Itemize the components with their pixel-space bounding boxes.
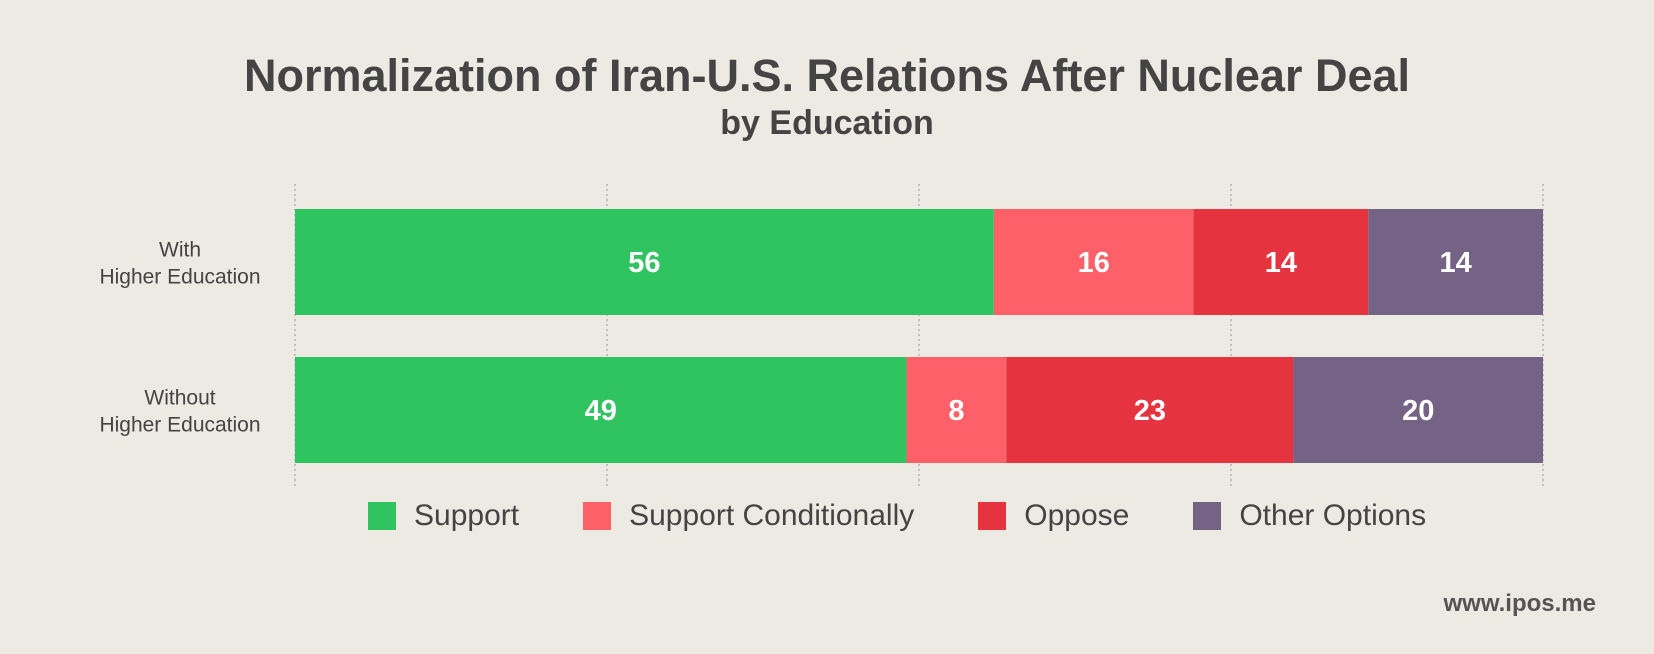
data-label: 20 [1402, 395, 1434, 427]
bar-segment [1193, 209, 1369, 315]
bar-segment [906, 357, 1007, 463]
data-label: 56 [628, 247, 660, 279]
legend-swatch [583, 502, 612, 530]
chart-subtitle: by Education [720, 104, 934, 142]
source-link[interactable]: www.ipos.me [1443, 590, 1596, 617]
legend-label: Support [414, 499, 520, 532]
bars: 56 16 14 14 49 8 23 20 [295, 209, 1543, 463]
legend: Support Support Conditionally Oppose Other … [368, 496, 1426, 536]
legend-swatch [1193, 502, 1222, 530]
category-labels: With Higher Education Without Higher Educat… [99, 239, 260, 437]
category-label: Without [144, 387, 215, 410]
bar-segment [1006, 357, 1294, 463]
category-label: Higher Education [99, 266, 260, 289]
bar-segment [1293, 357, 1543, 463]
data-label: 8 [948, 395, 964, 427]
legend-label: Other Options [1239, 499, 1427, 532]
legend-label: Oppose [1024, 499, 1130, 532]
category-label: With [159, 239, 201, 262]
data-label: 49 [585, 395, 617, 427]
bar-segment [295, 357, 907, 463]
category-label: Higher Education [99, 414, 260, 437]
legend-item: Other Options [1193, 499, 1426, 533]
data-label: 14 [1440, 247, 1472, 279]
legend-swatch [368, 502, 396, 530]
bar-segment [295, 209, 994, 315]
legend-label: Support Conditionally [629, 499, 915, 532]
bar-segment [1368, 209, 1543, 315]
data-label: 23 [1134, 395, 1166, 427]
legend-item: Support Conditionally [583, 499, 914, 533]
legend-swatch [978, 502, 1007, 530]
data-label: 16 [1078, 247, 1110, 279]
bar-segment [993, 209, 1194, 315]
chart-title: Normalization of Iran-U.S. Relations Aft… [243, 50, 1411, 101]
legend-item: Support [368, 499, 519, 533]
legend-item: Oppose [978, 499, 1129, 533]
data-label: 14 [1265, 247, 1297, 279]
